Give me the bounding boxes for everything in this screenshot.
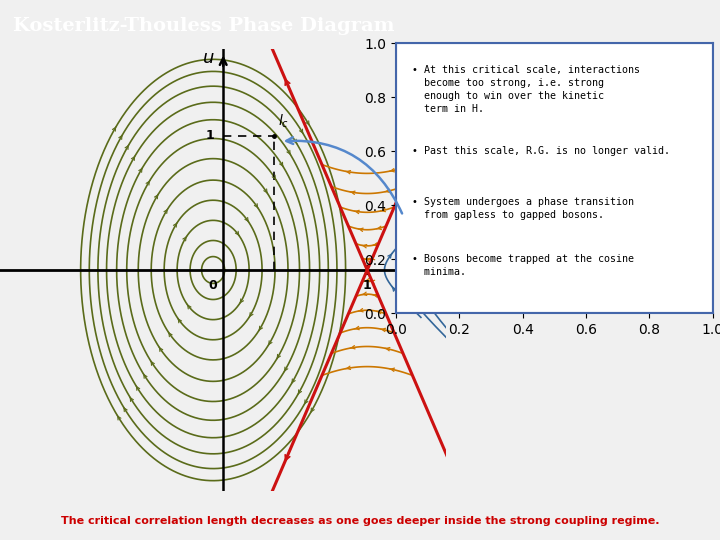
FancyBboxPatch shape bbox=[396, 43, 713, 313]
Text: • Past this scale, R.G. is no longer valid.: • Past this scale, R.G. is no longer val… bbox=[412, 146, 670, 156]
Text: 1: 1 bbox=[363, 279, 372, 292]
Text: 1: 1 bbox=[206, 129, 215, 143]
Text: $l_c$: $l_c$ bbox=[278, 113, 289, 131]
Text: $u$: $u$ bbox=[202, 49, 215, 67]
Text: • Bosons become trapped at the cosine
  minima.: • Bosons become trapped at the cosine mi… bbox=[412, 254, 634, 277]
Text: • At this critical scale, interactions
  become too strong, i.e. strong
  enough: • At this critical scale, interactions b… bbox=[412, 65, 640, 114]
Text: Kosterlitz-Thouless Phase Diagram: Kosterlitz-Thouless Phase Diagram bbox=[13, 17, 395, 35]
Text: $K$: $K$ bbox=[429, 284, 444, 301]
Text: The critical correlation length decreases as one goes deeper inside the strong c: The critical correlation length decrease… bbox=[60, 516, 660, 526]
Text: • System undergoes a phase transition
  from gapless to gapped bosons.: • System undergoes a phase transition fr… bbox=[412, 197, 634, 220]
Text: 0: 0 bbox=[209, 279, 217, 292]
